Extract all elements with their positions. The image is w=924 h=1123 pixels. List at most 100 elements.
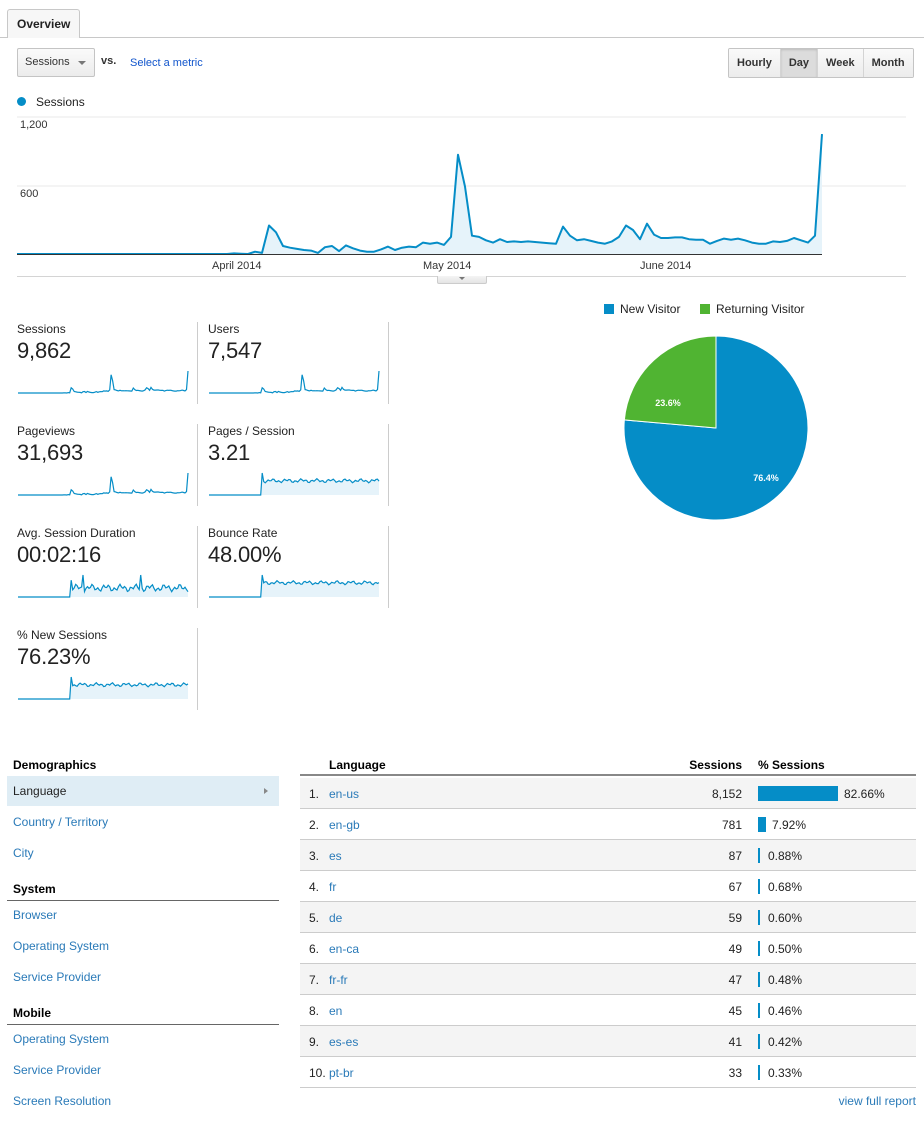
nav-item-mobile-operating-system[interactable]: Operating System: [13, 1032, 110, 1046]
column-header-sessions: Sessions: [689, 758, 742, 772]
language-link[interactable]: de: [329, 911, 343, 925]
scorecard-value: 76.23%: [17, 644, 91, 669]
scorecard-pageviews[interactable]: Pageviews 31,693: [17, 424, 197, 506]
expand-chart-handle[interactable]: [437, 276, 487, 284]
vs-label: vs.: [101, 55, 117, 67]
pct-bar: [758, 910, 760, 925]
language-link[interactable]: fr: [329, 880, 337, 894]
nav-item-city[interactable]: City: [13, 846, 34, 860]
pct-bar: [758, 1065, 760, 1080]
pie-slice-returning-visitor[interactable]: [623, 335, 717, 429]
tab-bar-divider: [0, 37, 924, 38]
pct-value: 0.33%: [768, 1066, 803, 1080]
hourly-button[interactable]: Hourly: [729, 49, 781, 77]
divider: [388, 526, 389, 608]
divider: [197, 628, 198, 710]
sessions-value: 59: [728, 911, 742, 925]
language-link[interactable]: en: [329, 1004, 343, 1018]
table-row: 6. en-ca 49 0.50%: [300, 933, 916, 964]
language-link[interactable]: fr-fr: [329, 973, 348, 987]
month-button[interactable]: Month: [863, 49, 913, 77]
nav-item-service-provider[interactable]: Service Provider: [13, 970, 102, 984]
language-link[interactable]: en-us: [329, 787, 360, 801]
day-button[interactable]: Day: [780, 49, 819, 77]
sessions-line-chart[interactable]: [0, 110, 924, 280]
table-row: 8. en 45 0.46%: [300, 995, 916, 1026]
sparkline: [209, 370, 380, 394]
week-button[interactable]: Week: [818, 49, 864, 77]
language-link[interactable]: es-es: [329, 1035, 359, 1049]
scorecard-new-sessions[interactable]: % New Sessions 76.23%: [17, 628, 197, 710]
sessions-value: 781: [721, 818, 742, 832]
language-link[interactable]: pt-br: [329, 1066, 354, 1080]
select-metric-link[interactable]: Select a metric: [130, 57, 203, 69]
sessions-value: 33: [728, 1066, 742, 1080]
pie-slice-new-visitor[interactable]: [623, 335, 809, 521]
scorecard-value: 48.00%: [208, 542, 282, 567]
sparkline: [18, 472, 189, 496]
pie-legend-new-visitor[interactable]: New Visitor: [604, 302, 680, 316]
sparkline: [209, 574, 380, 598]
nav-item-label: Language: [13, 784, 67, 798]
metric-select-dropdown[interactable]: Sessions: [17, 48, 95, 77]
legend-label: New Visitor: [620, 302, 681, 316]
scorecard-avg-session-duration[interactable]: Avg. Session Duration 00:02:16: [17, 526, 197, 608]
sessions-value: 67: [728, 880, 742, 894]
row-rank: 5.: [309, 911, 320, 925]
language-link[interactable]: en-gb: [329, 818, 360, 832]
sessions-area-fill: [17, 134, 822, 254]
y-tick-600: 600: [20, 188, 39, 200]
nav-item-language[interactable]: Language: [7, 776, 279, 806]
divider: [197, 322, 198, 404]
nav-item-operating-system[interactable]: Operating System: [13, 939, 110, 953]
scorecard-label: Bounce Rate: [208, 526, 278, 540]
scorecard-value: 00:02:16: [17, 542, 102, 567]
pct-value: 7.92%: [772, 818, 807, 832]
language-link[interactable]: en-ca: [329, 942, 360, 956]
table-row: 1. en-us 8,152 82.66%: [300, 778, 916, 809]
language-link[interactable]: es: [329, 849, 342, 863]
scorecard-value: 3.21: [208, 440, 251, 465]
visitor-pie-chart[interactable]: 76.4% 23.6%: [620, 332, 812, 524]
scorecard-pages-per-session[interactable]: Pages / Session 3.21: [208, 424, 388, 506]
scorecard-users[interactable]: Users 7,547: [208, 322, 388, 404]
sparkline: [209, 472, 380, 496]
row-rank: 4.: [309, 880, 320, 894]
pct-bar: [758, 972, 760, 987]
pie-label-returning: 23.6%: [655, 398, 681, 408]
sessions-value: 87: [728, 849, 742, 863]
x-tick-june: June 2014: [640, 260, 692, 272]
nav-item-country-territory[interactable]: Country / Territory: [13, 815, 109, 829]
granularity-toggle: Hourly Day Week Month: [728, 48, 914, 78]
pct-bar: [758, 941, 760, 956]
table-row: 3. es 87 0.88%: [300, 840, 916, 871]
pct-value: 0.48%: [768, 973, 803, 987]
scorecard-label: % New Sessions: [17, 628, 108, 642]
nav-item-screen-resolution[interactable]: Screen Resolution: [13, 1094, 112, 1108]
divider: [388, 322, 389, 404]
legend-swatch-icon: [700, 304, 710, 314]
sessions-value: 41: [728, 1035, 742, 1049]
pie-legend-returning-visitor[interactable]: Returning Visitor: [700, 302, 805, 316]
divider: [197, 526, 198, 608]
nav-item-browser[interactable]: Browser: [13, 908, 58, 922]
metric-select-value: Sessions: [25, 56, 70, 68]
nav-header-system: System: [7, 880, 279, 901]
pct-value: 0.60%: [768, 911, 803, 925]
pct-bar: [758, 817, 766, 832]
scorecard-sessions[interactable]: Sessions 9,862: [17, 322, 197, 404]
nav-item-mobile-service-provider[interactable]: Service Provider: [13, 1063, 102, 1077]
y-tick-1200: 1,200: [20, 119, 48, 131]
x-tick-april: April 2014: [212, 260, 262, 272]
pie-label-new: 76.4%: [753, 473, 779, 483]
tab-overview[interactable]: Overview: [7, 9, 81, 38]
pct-bar: [758, 1003, 760, 1018]
table-header: Language Sessions % Sessions: [300, 756, 916, 776]
pct-bar: [758, 786, 838, 801]
pct-bar: [758, 879, 760, 894]
view-full-report-link[interactable]: view full report: [838, 1094, 916, 1108]
pct-value: 0.68%: [768, 880, 803, 894]
table-row: 9. es-es 41 0.42%: [300, 1026, 916, 1057]
table-row: 4. fr 67 0.68%: [300, 871, 916, 902]
scorecard-bounce-rate[interactable]: Bounce Rate 48.00%: [208, 526, 388, 608]
